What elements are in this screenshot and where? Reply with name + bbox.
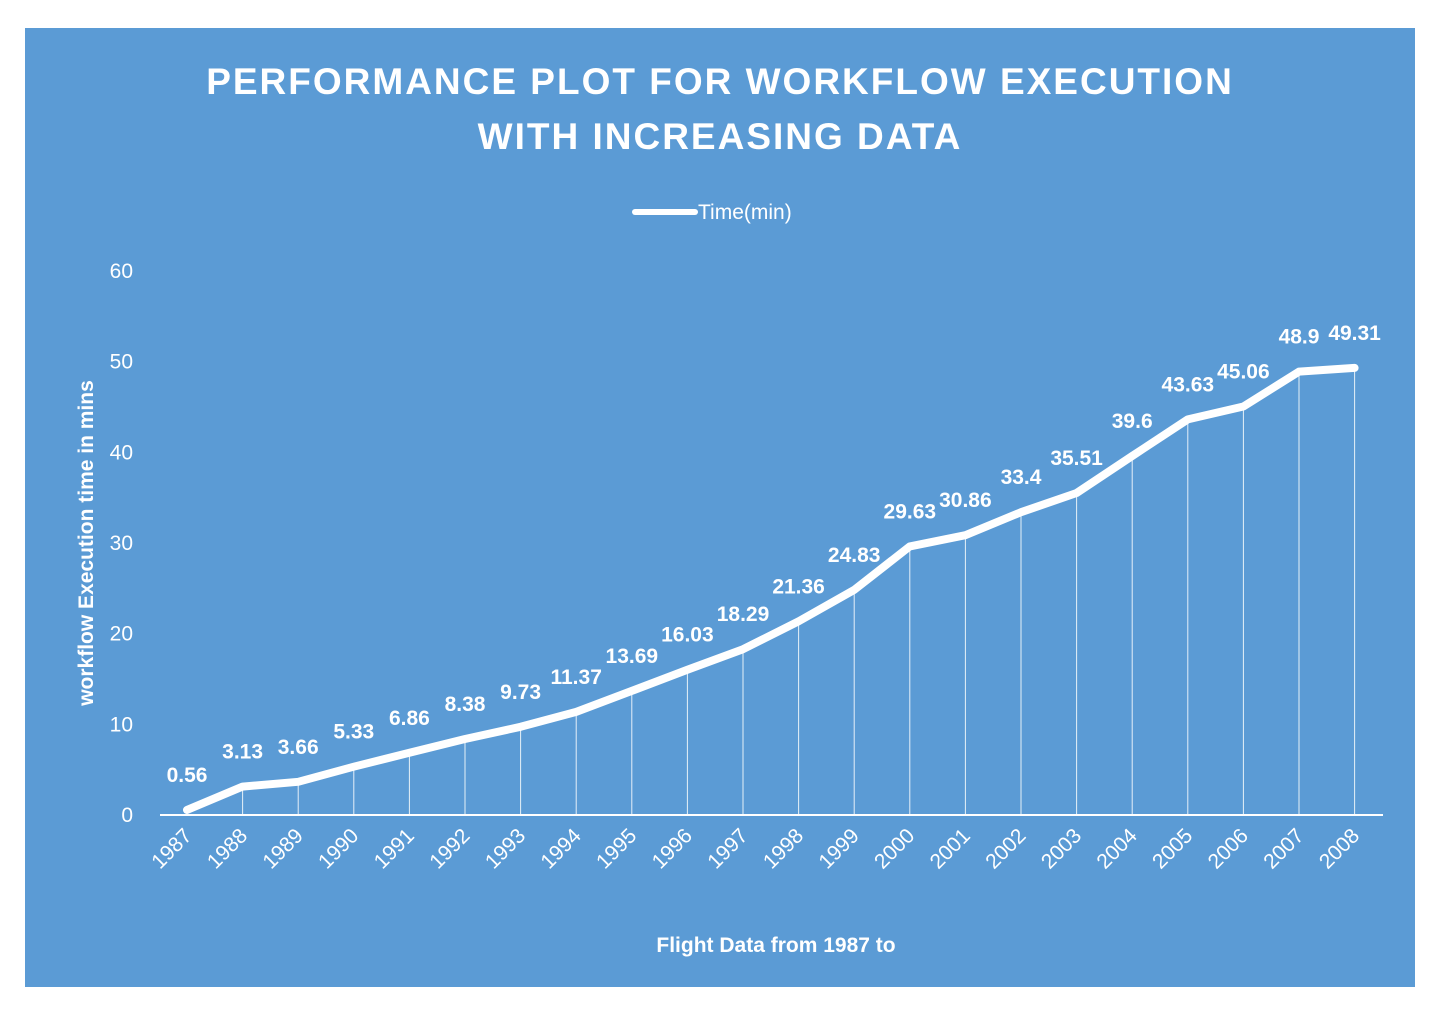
data-label: 39.6: [1112, 410, 1153, 433]
data-label: 33.4: [1001, 466, 1042, 489]
chart-area: PERFORMANCE PLOT FOR WORKFLOW EXECUTION …: [25, 28, 1415, 987]
y-tick-label: 10: [110, 713, 133, 736]
data-label: 29.63: [884, 500, 937, 523]
x-tick-label: 2008: [1315, 824, 1364, 873]
x-tick-label: 2004: [1092, 824, 1142, 874]
y-tick-label: 20: [110, 623, 133, 646]
data-label: 18.29: [717, 603, 770, 626]
y-tick-label: 0: [121, 804, 133, 827]
y-tick-label: 50: [110, 351, 133, 374]
x-axis-label: Flight Data from 1987 to: [656, 934, 895, 957]
data-label: 35.51: [1050, 447, 1103, 470]
data-label: 30.86: [939, 489, 992, 512]
x-tick-label: 1991: [370, 824, 419, 873]
legend: Time(min): [632, 201, 792, 224]
x-tick-label: 2005: [1148, 824, 1197, 873]
data-label: 0.56: [167, 764, 208, 787]
x-tick-label: 2001: [926, 824, 975, 873]
chart-title-line-2: WITH INCREASING DATA: [478, 116, 963, 157]
x-tick-label: 1989: [258, 824, 307, 873]
x-tick-label: 1987: [147, 824, 196, 873]
line-chart: PERFORMANCE PLOT FOR WORKFLOW EXECUTION …: [75, 61, 1383, 957]
x-tick-label: 2007: [1259, 824, 1308, 873]
y-axis-label: workflow Execution time in mins: [75, 380, 98, 707]
x-tick-label: 1995: [592, 824, 641, 873]
legend-label: Time(min): [698, 201, 792, 224]
data-label: 3.66: [278, 736, 319, 759]
data-label: 21.36: [772, 575, 825, 598]
x-tick-label: 1996: [648, 824, 697, 873]
x-tick-label: 1999: [814, 824, 863, 873]
data-label: 24.83: [828, 544, 881, 567]
x-tick-label: 2006: [1204, 824, 1253, 873]
data-label: 45.06: [1217, 360, 1270, 383]
data-label: 3.13: [222, 741, 263, 764]
y-tick-label: 60: [110, 260, 133, 283]
drop-lines: [186, 367, 1356, 815]
x-tick-label: 1998: [759, 824, 808, 873]
x-tick-label: 1994: [536, 824, 586, 874]
x-tick-label: 1988: [203, 824, 252, 873]
data-labels: 0.56 3.13 3.66 5.33 6.86 8.38 9.73 11.3713.6916…: [167, 322, 1382, 787]
x-tick-label: 1993: [481, 824, 530, 873]
data-label: 13.69: [606, 645, 659, 668]
x-tick-label: 1992: [425, 824, 474, 873]
data-label: 5.33: [333, 721, 374, 744]
series-line: [183, 363, 1359, 814]
x-tick-label: 1990: [314, 824, 363, 873]
data-label: 6.86: [389, 707, 430, 730]
data-label: 8.38: [445, 693, 486, 716]
data-label: 9.73: [500, 681, 541, 704]
x-tick-label: 2002: [981, 824, 1030, 873]
x-axis-ticks: 1987 1988 1989 1990 1991 1992 1993 1994 1995 1996…: [147, 824, 1364, 874]
x-tick-label: 1997: [703, 824, 752, 873]
data-label: 16.03: [661, 624, 714, 647]
data-label: 48.9: [1279, 326, 1320, 349]
data-label: 49.31: [1328, 322, 1381, 345]
x-tick-label: 2000: [870, 824, 919, 873]
y-tick-label: 30: [110, 532, 133, 555]
data-label: 11.37: [550, 666, 601, 689]
data-label: 43.63: [1162, 373, 1215, 396]
y-axis-ticks: 0 10 20 30 40 50 60: [110, 260, 133, 827]
y-tick-label: 40: [110, 441, 133, 464]
chart-title-line-1: PERFORMANCE PLOT FOR WORKFLOW EXECUTION: [206, 61, 1234, 102]
x-tick-label: 2003: [1037, 824, 1086, 873]
